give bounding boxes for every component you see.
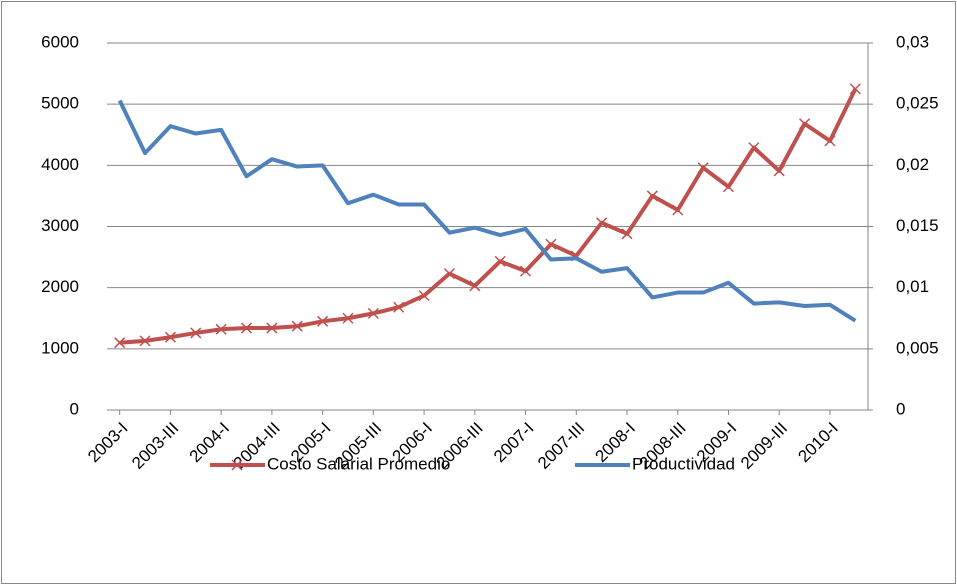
- marker: [215, 323, 227, 335]
- marker: [849, 83, 861, 95]
- marker: [240, 322, 253, 334]
- y2-tick-label: 0,03: [896, 32, 929, 51]
- marker: [291, 320, 303, 332]
- legend-label: Productividad: [632, 454, 735, 473]
- marker: [494, 255, 506, 267]
- marker: [596, 217, 608, 229]
- y2-tick-label: 0: [896, 399, 905, 418]
- marker: [646, 190, 658, 202]
- marker: [545, 238, 557, 250]
- marker: [722, 181, 735, 193]
- marker: [799, 118, 811, 130]
- marker: [418, 290, 430, 302]
- marker: [469, 280, 481, 292]
- y2-tick-label: 0,015: [896, 216, 939, 235]
- y2-tick-label: 0,02: [896, 155, 929, 174]
- series-line: [119, 87, 858, 345]
- marker: [672, 204, 684, 216]
- marker: [317, 315, 329, 327]
- marker: [697, 162, 709, 174]
- marker: [748, 142, 760, 154]
- marker: [164, 331, 176, 343]
- y-tick-label: 3000: [41, 216, 79, 235]
- marker: [190, 327, 202, 339]
- y-tick-label: 4000: [41, 155, 79, 174]
- marker: [114, 337, 126, 349]
- y-tick-label: 5000: [41, 94, 79, 113]
- marker: [367, 307, 379, 319]
- marker: [520, 265, 532, 277]
- marker: [231, 459, 243, 471]
- y-tick-label: 2000: [41, 277, 79, 296]
- marker: [443, 268, 455, 280]
- y2-tick-label: 0,01: [896, 277, 929, 296]
- y-tick-label: 1000: [41, 338, 79, 357]
- marker: [342, 312, 354, 324]
- y2-tick-label: 0,025: [896, 94, 939, 113]
- marker: [393, 301, 405, 313]
- y-tick-label: 6000: [41, 32, 79, 51]
- marker: [773, 165, 785, 177]
- marker: [139, 335, 151, 347]
- y-tick-label: 0: [70, 399, 79, 418]
- marker: [824, 135, 836, 147]
- series-line: [117, 99, 857, 323]
- marker: [621, 228, 633, 240]
- marker: [266, 322, 278, 334]
- y2-tick-label: 0,005: [896, 338, 939, 357]
- legend-label: Costo Salarial Promedio: [267, 454, 450, 473]
